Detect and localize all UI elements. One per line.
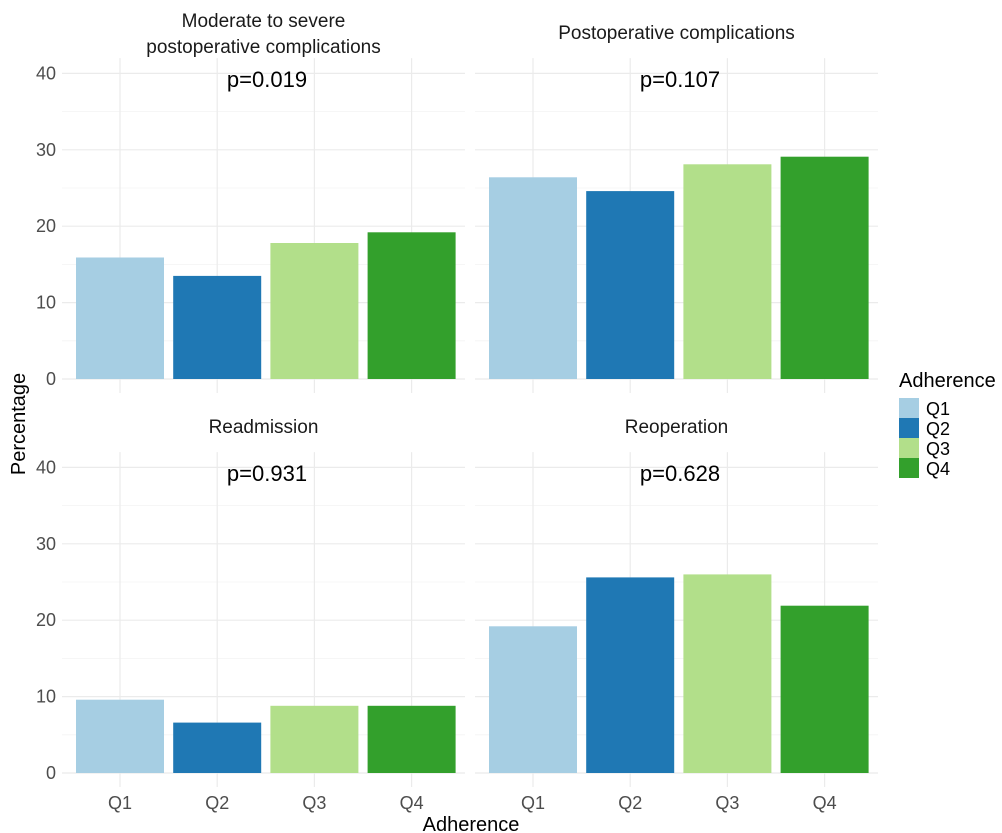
p-value-annotation: p=0.628 — [640, 461, 720, 486]
panel-4: Reoperation p=0.628 Q1 Q2 Q3 Q4 — [475, 417, 878, 813]
x-tick-label: Q2 — [205, 793, 229, 813]
bar-q3 — [270, 705, 359, 773]
x-axis-title: Adherence — [423, 814, 520, 833]
bar-q2 — [586, 191, 675, 379]
x-tick-label: Q4 — [400, 793, 424, 813]
y-tick-label: 30 — [36, 140, 56, 160]
bar-q1 — [489, 626, 577, 773]
y-axis-title: Percentage — [8, 373, 30, 475]
x-tick-label: Q3 — [302, 793, 326, 813]
bar-q1 — [76, 257, 164, 379]
bar-q2 — [173, 275, 262, 379]
y-tick-label: 10 — [36, 687, 56, 707]
bar-q4 — [367, 705, 456, 773]
legend-key-q4 — [899, 458, 919, 478]
x-tick-label: Q4 — [813, 793, 837, 813]
x-tick-label: Q1 — [521, 793, 545, 813]
panel-2: Postoperative complications p=0.107 — [475, 23, 878, 393]
p-value-annotation: p=0.107 — [640, 67, 720, 92]
y-tick-label: 0 — [46, 763, 56, 783]
legend-title: Adherence — [899, 370, 996, 392]
panel-title: Postoperative complications — [558, 23, 795, 44]
y-tick-label: 20 — [36, 610, 56, 630]
panel-1: Moderate to severe postoperative complica… — [36, 11, 465, 393]
x-tick-label: Q1 — [108, 793, 132, 813]
y-tick-label: 30 — [36, 534, 56, 554]
y-tick-label: 10 — [36, 293, 56, 313]
legend-label-q1: Q1 — [926, 399, 950, 419]
y-tick-label: 0 — [46, 369, 56, 389]
panel-title-line: Moderate to severe — [182, 11, 346, 32]
x-tick-label: Q2 — [618, 793, 642, 813]
legend-key-q3 — [899, 438, 919, 458]
panel-title: Readmission — [209, 417, 319, 438]
bar-q1 — [76, 699, 164, 773]
y-tick-label: 40 — [36, 63, 56, 83]
bar-q2 — [586, 577, 675, 773]
legend-key-q1 — [899, 398, 919, 418]
chart-panels: Moderate to severe postoperative complica… — [36, 11, 878, 813]
y-tick-label: 40 — [36, 457, 56, 477]
legend-label-q3: Q3 — [926, 439, 950, 459]
p-value-annotation: p=0.019 — [227, 67, 307, 92]
panel-3: Readmission p=0.931 0 10 20 30 40 Q1 Q2 Q3 Q4 — [36, 417, 465, 813]
bar-q4 — [780, 156, 869, 379]
legend-label-q4: Q4 — [926, 459, 950, 479]
legend-key-q2 — [899, 418, 919, 438]
bar-q2 — [173, 722, 262, 773]
bar-q4 — [367, 232, 456, 379]
panel-title-line: postoperative complications — [146, 37, 380, 58]
p-value-annotation: p=0.931 — [227, 461, 307, 486]
bar-q4 — [780, 605, 869, 773]
panel-title: Reoperation — [625, 417, 729, 438]
bar-q3 — [683, 574, 772, 773]
bar-q3 — [270, 243, 359, 379]
legend-label-q2: Q2 — [926, 419, 950, 439]
x-tick-label: Q3 — [715, 793, 739, 813]
bar-q3 — [683, 164, 772, 379]
bar-q1 — [489, 177, 577, 379]
y-tick-label: 20 — [36, 216, 56, 236]
